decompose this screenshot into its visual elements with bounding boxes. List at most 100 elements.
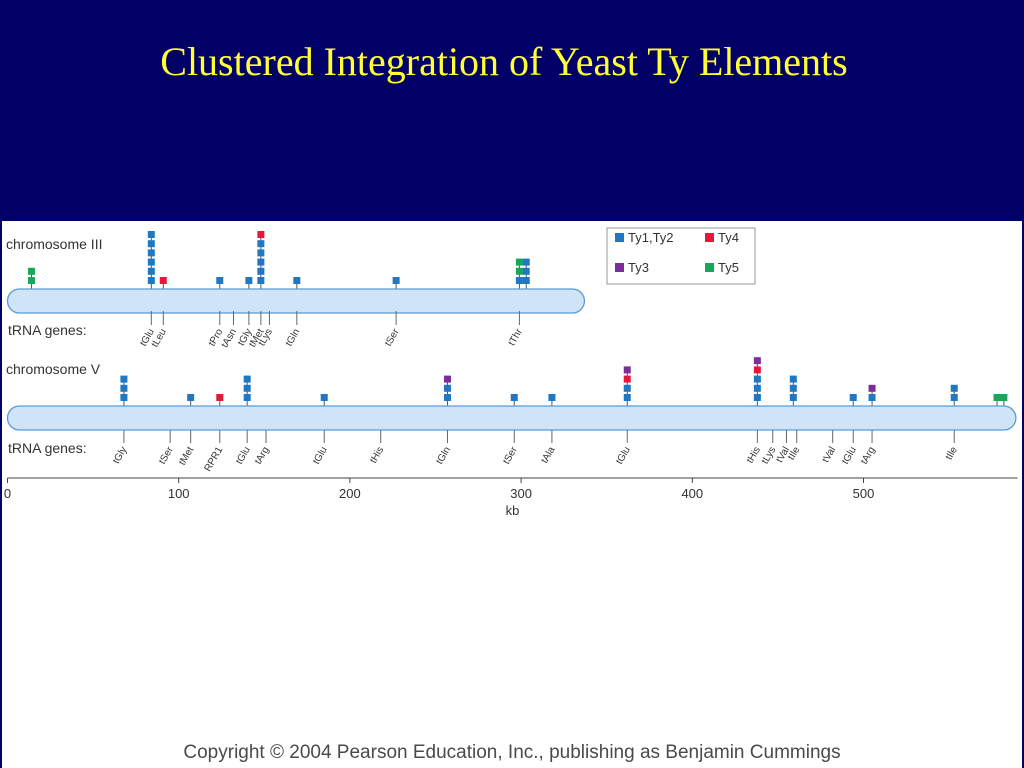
trna-genes-label: tRNA genes: — [8, 322, 87, 338]
ty-element-ty5 — [515, 258, 523, 266]
legend-swatch-ty4 — [705, 233, 714, 242]
trna-gene-label: tIle — [944, 445, 960, 462]
ty-element-ty4 — [623, 375, 631, 383]
legend-label-ty5: Ty5 — [718, 260, 739, 275]
ty-element-ty5 — [27, 277, 35, 284]
ty-element-ty4 — [257, 231, 265, 238]
copyright-notice: Copyright © 2004 Pearson Education, Inc.… — [183, 742, 841, 763]
ty-element-ty12 — [789, 384, 797, 392]
trna-gene-label: tGln — [434, 445, 453, 466]
ty-element-ty5 — [993, 394, 1001, 401]
ty-element-ty12 — [522, 258, 530, 266]
ty-element-ty12 — [522, 277, 530, 284]
legend-swatch-ty5 — [705, 263, 714, 272]
ty-element-ty12 — [753, 394, 761, 401]
ty-element-ty3 — [443, 375, 451, 383]
ty-element-ty12 — [147, 277, 155, 284]
trna-gene-label: tGln — [284, 327, 303, 348]
ty-element-ty12 — [753, 384, 761, 392]
legend: Ty1,Ty2 Ty4 Ty3 Ty5 — [606, 227, 756, 285]
legend-label-ty4: Ty4 — [718, 230, 739, 245]
ty-element-ty12 — [147, 231, 155, 238]
ty-element-ty12 — [257, 240, 265, 248]
legend-swatch-ty12 — [615, 233, 624, 242]
figure-panel: Ty1,Ty2 Ty4 Ty3 Ty5 chromosome III tRNA gene… — [2, 221, 1022, 768]
chromosome-label: chromosome V — [6, 361, 101, 377]
ty-element-ty3 — [623, 366, 631, 374]
ty-element-ty12 — [243, 394, 251, 401]
ty-element-ty5 — [1000, 394, 1008, 401]
ty-element-ty12 — [243, 384, 251, 392]
ty-element-ty12 — [548, 394, 556, 401]
ty-element-ty12 — [120, 375, 128, 383]
ty-element-ty12 — [257, 277, 265, 284]
legend-swatch-ty3 — [615, 263, 624, 272]
ty-element-ty12 — [515, 277, 523, 284]
axis-tick-label: 400 — [681, 486, 703, 501]
trna-gene-label: tHis — [745, 445, 763, 465]
trna-gene-label: tVal — [821, 445, 839, 465]
ty-element-ty12 — [120, 384, 128, 392]
ty-element-ty12 — [623, 384, 631, 392]
trna-gene-label: tAla — [539, 445, 557, 466]
legend-label-ty12: Ty1,Ty2 — [628, 230, 674, 245]
trna-gene-label: tArg — [253, 445, 272, 466]
ty-element-ty12 — [443, 394, 451, 401]
ty-element-ty12 — [789, 375, 797, 383]
trna-gene-label: tGlu — [614, 445, 633, 466]
ty-element-ty12 — [120, 394, 128, 401]
trna-gene-label: tGlu — [840, 445, 859, 466]
trna-genes-label: tRNA genes: — [8, 440, 87, 456]
trna-gene-label: tIle — [786, 445, 802, 462]
kb-axis: 0 100 200 300 400 500 kb — [4, 477, 1018, 518]
ty-element-ty12 — [216, 277, 224, 284]
ty-element-ty3 — [753, 357, 761, 365]
trna-gene-label: tSer — [383, 326, 402, 348]
trna-gene-label: tThr — [507, 326, 526, 347]
ty-element-ty12 — [257, 249, 265, 257]
ty-element-ty12 — [293, 277, 301, 284]
ty-element-ty12 — [789, 394, 797, 401]
ty-element-ty12 — [950, 394, 958, 401]
ty-element-ty12 — [510, 394, 518, 401]
trna-gene-label: RPR1 — [203, 445, 226, 474]
ty-element-ty12 — [950, 384, 958, 392]
ty-element-ty12 — [443, 384, 451, 392]
legend-label-ty3: Ty3 — [628, 260, 649, 275]
trna-gene-label: tAsn — [220, 327, 240, 350]
ty-element-ty12 — [849, 394, 857, 401]
trna-gene-label: tSer — [501, 444, 520, 466]
axis-unit-label: kb — [506, 503, 520, 518]
axis-tick-label: 500 — [853, 486, 875, 501]
ty-element-ty3 — [868, 384, 876, 392]
ty-element-ty4 — [159, 277, 167, 284]
chromosome-map: Ty1,Ty2 Ty4 Ty3 Ty5 chromosome III tRNA gene… — [4, 227, 1018, 518]
ty-element-ty12 — [257, 267, 265, 275]
ty-element-ty5 — [515, 267, 523, 275]
ty-element-ty12 — [147, 240, 155, 248]
ty-element-ty12 — [868, 394, 876, 401]
trna-gene-label: tHis — [368, 445, 386, 465]
trna-gene-label: tSer — [157, 444, 176, 466]
ty-element-ty4 — [216, 394, 224, 401]
chromosome-bar — [6, 405, 1017, 431]
ty-element-ty12 — [623, 394, 631, 401]
ty-element-ty12 — [522, 267, 530, 275]
trna-gene-label: tGlu — [311, 445, 330, 466]
trna-gene-label: tMet — [177, 445, 196, 468]
axis-tick-label: 300 — [510, 486, 532, 501]
ty-element-ty4 — [753, 366, 761, 374]
axis-tick-label: 200 — [339, 486, 361, 501]
ty-element-ty5 — [27, 267, 35, 275]
trna-gene-label: tArg — [859, 445, 878, 466]
trna-gene-label: tGly — [111, 445, 129, 466]
ty-element-ty12 — [147, 258, 155, 266]
ty-element-ty12 — [753, 375, 761, 383]
chromosome-bar — [6, 288, 586, 314]
chromosome-label: chromosome III — [6, 236, 102, 252]
legend-box — [606, 227, 756, 285]
ty-element-ty12 — [147, 267, 155, 275]
